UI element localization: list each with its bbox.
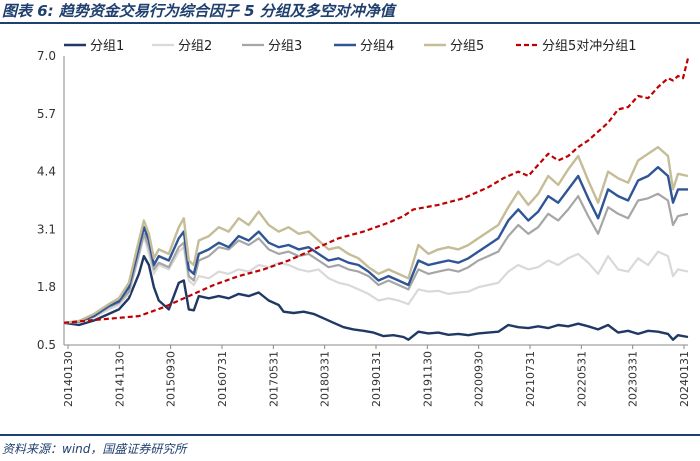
x-tick-label: 20150930 [165,351,178,407]
legend-label-4: 分组4 [360,39,394,54]
y-tick-label: 5.7 [37,107,56,121]
x-tick-label: 20210731 [524,351,537,407]
y-tick-label: 0.5 [37,338,56,352]
x-tick-label: 20141130 [113,351,126,407]
y-tick-label: 4.4 [37,165,56,179]
x-tick-label: 20140130 [62,351,75,407]
series-line-6 [63,57,690,324]
x-tick-label: 20170531 [267,351,280,407]
x-tick-label: 20160731 [216,351,229,407]
x-tick-label: 20180331 [319,351,332,407]
y-tick-label: 3.1 [37,222,56,236]
x-tick-label: 20200930 [473,351,486,407]
y-tick-label: 1.8 [37,280,56,294]
legend-label-6: 分组5对冲分组1 [542,39,637,54]
legend-label-3: 分组3 [268,39,302,54]
series-line-2 [63,235,689,324]
x-tick-label: 20190131 [370,351,383,407]
x-tick-label: 20240131 [678,351,691,407]
y-tick-label: 7.0 [37,49,56,63]
chart-title: 图表 6: 趋势资金交易行为综合因子 5 分组及多空对冲净值 [2,2,395,20]
legend-label-5: 分组5 [450,39,484,54]
series-line-5 [63,145,689,324]
legend-label-1: 分组1 [90,39,124,54]
footer-divider [0,434,700,436]
x-tick-label: 20191130 [421,351,434,407]
series-line-4 [63,166,688,324]
source-note: 资料来源：wind，国盛证券研究所 [2,442,187,456]
series-line-3 [63,192,689,324]
x-tick-label: 20220531 [575,351,588,407]
legend-label-2: 分组2 [178,39,212,54]
title-divider [0,22,700,24]
x-tick-label: 20230331 [627,351,640,407]
